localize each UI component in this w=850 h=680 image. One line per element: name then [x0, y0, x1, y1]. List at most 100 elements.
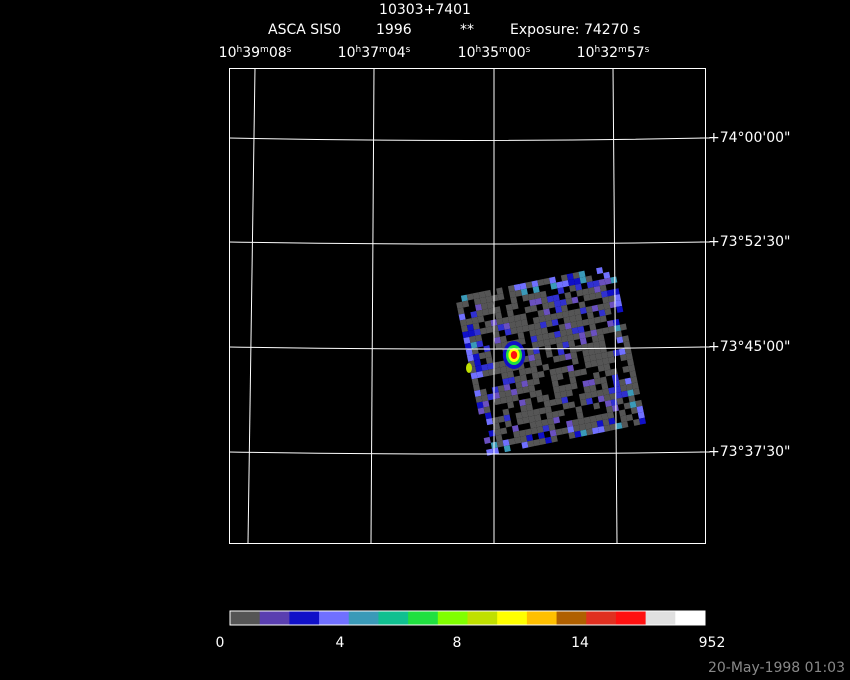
pixel	[507, 401, 515, 409]
pixel	[556, 311, 564, 320]
pixel	[580, 398, 588, 407]
pixel	[543, 400, 551, 408]
pixel	[578, 393, 586, 401]
pixel	[568, 309, 576, 317]
pixel	[584, 391, 592, 399]
pixel	[561, 396, 569, 404]
pixel	[533, 292, 541, 300]
pixel	[561, 335, 569, 343]
pixel	[585, 305, 593, 314]
pixel	[604, 369, 612, 377]
pixel	[481, 363, 489, 372]
pixel	[480, 388, 488, 396]
pixel	[531, 341, 539, 349]
pixel	[587, 287, 596, 295]
pixel	[561, 366, 569, 374]
pixel	[538, 315, 546, 323]
pixel	[570, 321, 578, 329]
pixel	[552, 355, 560, 363]
pixel	[518, 429, 527, 437]
colorbar-frame	[229, 610, 706, 626]
ra-label: 10h39m08s	[219, 45, 292, 62]
pixel	[556, 342, 564, 350]
colorbar-swatch	[348, 611, 379, 625]
pixel	[542, 333, 550, 341]
pixel	[519, 282, 527, 290]
pixel	[503, 322, 511, 330]
colorbar-label: 8	[453, 635, 462, 651]
pixel	[466, 324, 474, 332]
pixel	[625, 352, 633, 360]
pixel	[576, 411, 584, 419]
pixel	[534, 353, 542, 361]
pixel	[471, 378, 479, 386]
pixel	[579, 368, 588, 376]
pixel	[522, 324, 530, 333]
pixel	[596, 358, 604, 366]
pixel	[601, 412, 609, 421]
dec-label: +73°52'30"	[708, 234, 790, 250]
pixel	[468, 329, 476, 337]
pixel	[602, 296, 610, 304]
pixel	[537, 279, 545, 287]
pixel	[618, 378, 626, 386]
pixel	[488, 368, 496, 376]
pixel	[531, 372, 539, 380]
pixel	[496, 318, 504, 326]
pixel	[573, 277, 581, 285]
exposure: Exposure: 74270 s	[510, 22, 640, 38]
pixel	[613, 324, 622, 332]
pixel	[502, 408, 510, 416]
pixel	[602, 327, 610, 335]
pixel	[549, 399, 557, 407]
pixel	[583, 355, 591, 363]
pixel	[550, 435, 558, 443]
pixel	[466, 354, 475, 362]
pixel	[545, 411, 554, 420]
pixel	[604, 400, 612, 408]
pixel	[509, 321, 517, 329]
pixel	[624, 377, 632, 385]
ra-grid-line	[370, 67, 375, 544]
pixel	[535, 328, 543, 336]
pixel	[510, 388, 518, 396]
pixel	[547, 301, 556, 309]
pixel	[485, 295, 493, 303]
pixel	[566, 420, 574, 428]
pixel	[586, 342, 595, 350]
pixel	[585, 397, 594, 405]
sky-image	[456, 267, 647, 456]
pixel	[551, 380, 559, 388]
pixel	[503, 445, 511, 453]
dec-grid-line	[228, 346, 706, 350]
pixel	[477, 407, 485, 415]
pixel	[494, 428, 502, 436]
pixel	[599, 284, 607, 292]
pixel	[569, 346, 577, 354]
pixel	[578, 423, 587, 431]
pixel	[528, 415, 536, 423]
pixel	[608, 387, 616, 395]
pixel	[623, 341, 631, 349]
pixel	[572, 271, 580, 279]
source	[510, 351, 518, 359]
pixel	[483, 406, 491, 414]
pixel	[482, 400, 490, 408]
pixel	[615, 330, 623, 338]
pixel	[502, 378, 510, 386]
pixel	[570, 351, 578, 359]
pixel	[484, 351, 492, 359]
pixel	[596, 267, 604, 275]
pixel	[600, 376, 608, 384]
pixel	[542, 394, 550, 402]
colorbar-swatch	[497, 611, 528, 625]
pixel	[475, 334, 483, 342]
pixel	[604, 308, 612, 316]
pixel	[593, 316, 601, 324]
pixel	[456, 301, 464, 309]
pixel	[569, 376, 577, 384]
pixel	[511, 394, 519, 402]
pixel	[589, 323, 597, 331]
pixel	[557, 348, 565, 356]
